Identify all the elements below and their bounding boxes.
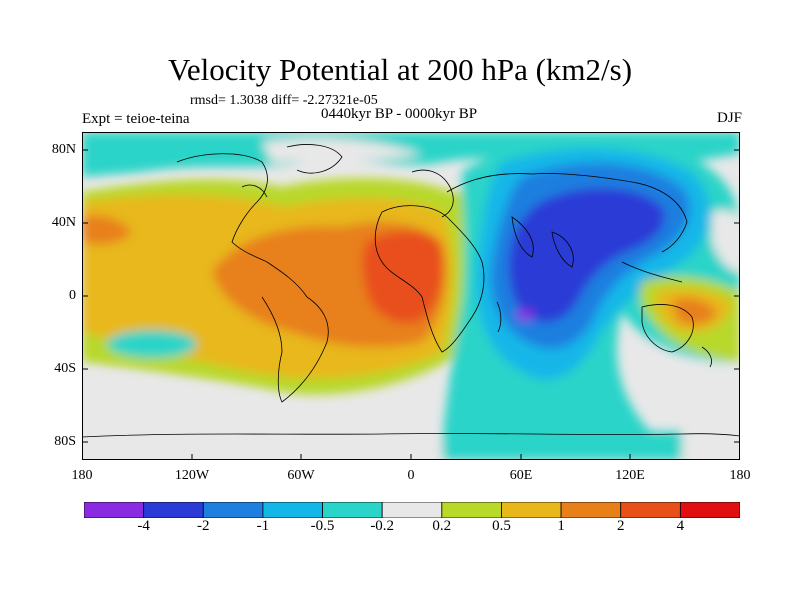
season-label: DJF xyxy=(716,110,742,126)
chart-title: Velocity Potential at 200 hPa (km2/s) xyxy=(167,52,633,87)
colorbar-swatch xyxy=(262,502,323,518)
lon-label-60e: 60E xyxy=(509,468,533,483)
lat-label-80s: 80S xyxy=(54,434,76,449)
axis-ticks xyxy=(82,149,740,460)
map-panel xyxy=(82,132,740,460)
colorbar-label: -0.5 xyxy=(310,518,335,534)
period-label: 0440kyr BP - 0000kyr BP xyxy=(321,106,478,122)
velocity-potential-field xyxy=(82,132,740,460)
colorbar-swatch xyxy=(679,502,740,518)
lon-label-180e: 180 xyxy=(729,468,751,483)
lat-label-80n: 80N xyxy=(51,142,76,157)
colorbar-label: -1 xyxy=(256,518,270,534)
experiment-label: Expt = teioe-teina xyxy=(82,111,190,127)
colorbar-swatch xyxy=(381,502,443,518)
colorbar-label: 0.5 xyxy=(492,518,511,534)
colorbar-swatch xyxy=(560,502,622,518)
lon-label-180w: 180 xyxy=(71,468,93,483)
lon-label-120w: 120W xyxy=(174,468,210,483)
lon-label-60w: 60W xyxy=(287,468,315,483)
lat-label-0: 0 xyxy=(69,288,76,303)
colorbar-swatch xyxy=(84,502,145,518)
stats-text: rmsd= 1.3038 diff= -2.27321e-05 xyxy=(190,93,378,108)
lon-label-120e: 120E xyxy=(615,468,645,483)
colorbar-label: 4 xyxy=(676,518,685,534)
colorbar-label: 0.2 xyxy=(432,518,452,534)
coastlines xyxy=(82,144,740,438)
colorbar-label: -4 xyxy=(137,518,150,534)
colorbar-label: -0.2 xyxy=(370,518,395,534)
colorbar-swatch xyxy=(620,502,681,518)
colorbar xyxy=(84,502,740,518)
colorbar-swatch xyxy=(322,502,383,518)
colorbar-swatch xyxy=(143,502,204,518)
colorbar-swatch xyxy=(501,502,562,518)
colorbar-swatch xyxy=(441,502,502,518)
colorbar-swatch xyxy=(202,502,264,518)
lat-label-40s: 40S xyxy=(54,361,76,376)
colorbar-label: -2 xyxy=(197,518,210,534)
lon-label-0: 0 xyxy=(407,468,415,483)
colorbar-label: 2 xyxy=(616,518,625,534)
lat-label-40n: 40N xyxy=(51,215,76,230)
colorbar-label: 1 xyxy=(557,518,565,534)
